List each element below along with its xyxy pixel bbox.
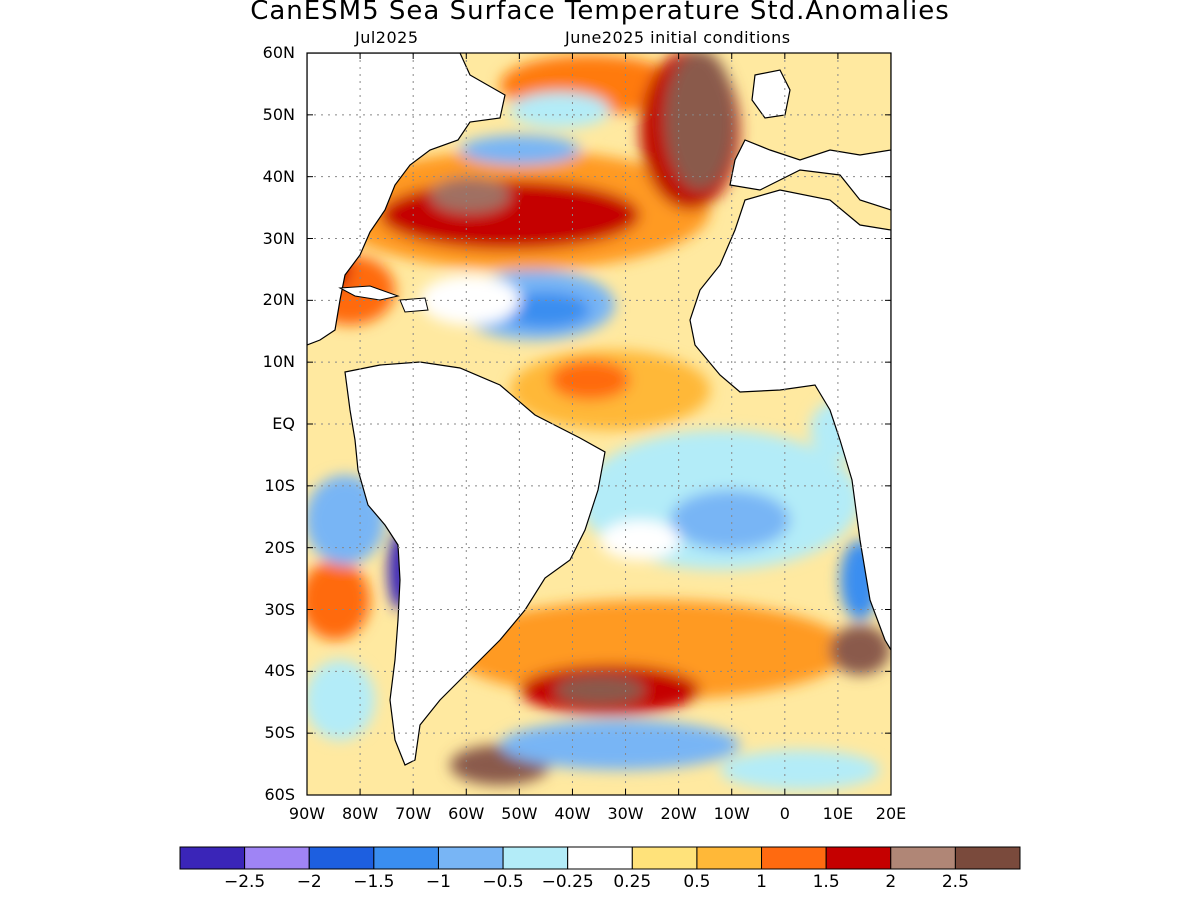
colorbar-swatch — [502, 846, 569, 870]
axis-ticks — [306, 52, 892, 796]
forecast-month: Jul2025 — [355, 28, 419, 47]
colorbar-label: 2 — [885, 872, 897, 892]
colorbar-swatch — [308, 846, 375, 870]
lat-label: 50S — [264, 723, 295, 743]
lon-label: 90W — [288, 804, 326, 823]
colorbar-swatch — [179, 846, 246, 870]
lat-label: 40N — [262, 166, 295, 186]
lon-label: 60W — [448, 804, 485, 823]
lon-label: 70W — [395, 804, 432, 823]
lat-label: 50N — [262, 104, 295, 124]
colorbar-label: −2.5 — [223, 872, 266, 892]
colorbar-swatch — [890, 846, 956, 870]
lon-label: 10E — [822, 804, 854, 823]
colorbar-label: 0.25 — [613, 872, 652, 892]
colorbar-swatch — [761, 846, 827, 870]
colorbar — [179, 846, 1021, 870]
colorbar-label: −2 — [296, 872, 322, 892]
lon-label: 0 — [779, 804, 790, 823]
colorbar-label: −1.5 — [353, 872, 395, 892]
graticule — [307, 53, 891, 795]
lat-label: 40S — [264, 661, 295, 681]
cuba — [338, 285, 400, 301]
lat-label: 10N — [262, 352, 295, 372]
colorbar-swatch — [696, 846, 763, 870]
colorbar-swatch — [373, 846, 439, 870]
north-america — [307, 53, 506, 346]
lat-label: 60S — [264, 785, 295, 804]
lon-label: 40W — [554, 804, 591, 823]
lon-label: 10W — [713, 804, 750, 823]
lat-label: 10S — [264, 475, 295, 495]
lat-label: 30S — [264, 599, 295, 619]
colorbar-label: 0.5 — [683, 872, 711, 892]
colorbar-label: 2.5 — [941, 872, 969, 892]
lat-label: 20S — [264, 537, 295, 557]
lon-label: 30W — [607, 804, 644, 823]
colorbar-swatch — [244, 846, 310, 870]
colorbar-swatch — [437, 846, 504, 870]
europe — [729, 53, 891, 211]
map-title: CanESM5 Sea Surface Temperature Std.Anom… — [250, 0, 950, 26]
lon-label: 80W — [341, 804, 379, 823]
colorbar-label: −1 — [425, 872, 451, 892]
colorbar-swatch — [825, 846, 892, 870]
ocean-field — [307, 53, 891, 795]
colorbar-label: 1.5 — [812, 872, 840, 892]
colorbar-label: −0.25 — [541, 872, 594, 892]
south-america — [344, 361, 606, 766]
lat-label: EQ — [272, 414, 295, 433]
lat-label: 60N — [262, 43, 295, 62]
lat-label: 30N — [262, 228, 295, 248]
lon-label: 50W — [501, 804, 538, 823]
colorbar-label: −0.5 — [482, 872, 524, 892]
initial-conditions: June2025 initial conditions — [565, 28, 791, 47]
colorbar-swatch — [567, 846, 633, 870]
africa — [689, 189, 891, 652]
colorbar-swatch — [954, 846, 1021, 870]
colorbar-label: 1 — [756, 872, 767, 892]
hispaniola — [399, 297, 429, 313]
colorbar-swatch — [631, 846, 698, 870]
lat-label: 20N — [262, 290, 295, 310]
lon-label: 20E — [875, 804, 907, 823]
lon-label: 20W — [660, 804, 697, 823]
